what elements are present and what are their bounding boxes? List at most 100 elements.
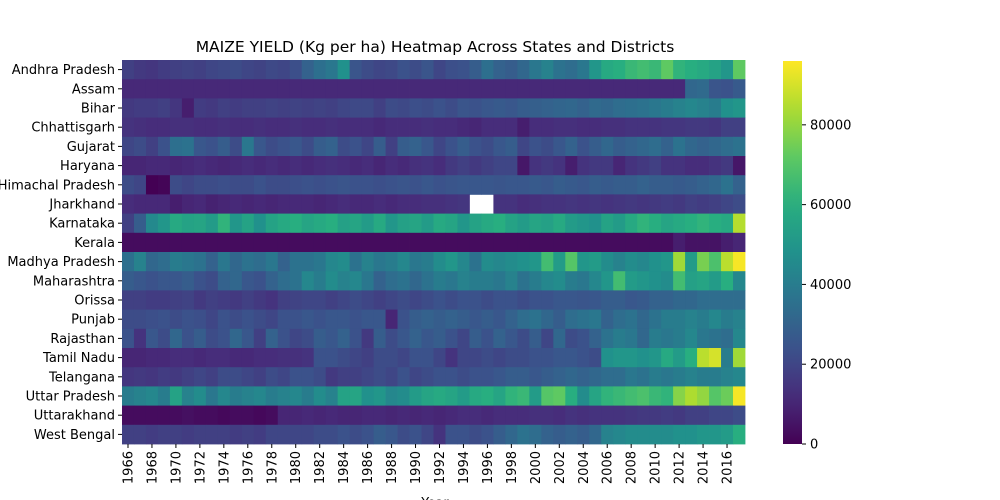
heatmap-cell [277,271,291,291]
heatmap-cell [241,328,255,349]
heatmap-cell [157,213,171,234]
heatmap-cell [409,367,422,387]
heatmap-cell [133,328,147,349]
heatmap-cell [181,252,195,272]
heatmap-cell [133,213,147,234]
heatmap-cell [289,213,303,234]
heatmap-cell [277,156,291,176]
heatmap-cell [181,117,195,138]
heatmap-cell [265,136,279,157]
heatmap-cell [265,328,279,349]
heatmap-cell [277,117,291,138]
heatmap-cell [445,117,458,138]
heatmap-cell [193,348,207,368]
y-tick-label: Punjab [71,313,115,328]
heatmap-cell [469,252,482,272]
heatmap-cell [505,156,518,176]
heatmap-cell [337,424,351,445]
heatmap-cell [181,213,195,234]
heatmap-cell [541,328,554,349]
heatmap-cell [253,194,267,214]
heatmap-cell [445,328,458,349]
heatmap-cell [433,136,446,157]
heatmap-cell [145,328,159,349]
heatmap-cell [409,348,422,368]
heatmap-cell [517,136,530,157]
heatmap-cell [325,79,339,99]
heatmap-cell [241,117,255,138]
heatmap-cell [397,156,410,176]
heatmap-cell [709,117,722,138]
heatmap-cell [577,194,590,214]
heatmap-cell [517,424,530,445]
heatmap-cell [721,136,734,157]
heatmap-cell [577,232,590,253]
heatmap-cell [205,79,219,99]
heatmap-cell [409,271,422,291]
heatmap-cell [373,386,386,406]
heatmap-cell [529,60,542,80]
heatmap-cell [649,175,662,195]
heatmap-cell [145,367,159,387]
heatmap-cell [697,405,710,426]
colorbar-tick-label: 0 [810,438,818,453]
heatmap-cell [169,156,183,176]
heatmap-cell [241,271,255,291]
heatmap-cell [133,271,147,291]
heatmap-cell [721,60,734,80]
heatmap-cell [469,232,482,253]
heatmap-cell [481,328,494,349]
heatmap-cell [493,136,506,157]
x-tick-label: 1988 [385,451,400,484]
heatmap-cell [505,98,518,118]
heatmap-cell [481,424,494,445]
heatmap-cell [457,232,470,253]
heatmap-cell [181,79,195,99]
heatmap-cell [373,405,386,426]
heatmap-cell [122,348,135,368]
heatmap-cell [217,175,231,195]
heatmap-cell [721,175,734,195]
heatmap-cell [457,290,470,310]
heatmap-cell [205,290,219,310]
heatmap-cell [421,175,434,195]
heatmap-cell [733,156,746,176]
heatmap-cell [469,424,482,445]
heatmap-cell [613,213,626,234]
x-tick-label: 1970 [169,451,184,484]
heatmap-cell [385,309,398,330]
heatmap-cell [373,232,386,253]
heatmap-cell [589,136,602,157]
heatmap-cell [217,98,231,118]
heatmap-cell [409,117,422,138]
heatmap-cell [133,424,147,445]
heatmap-cell [122,271,135,291]
y-tick-label: Himachal Pradesh [0,178,115,193]
heatmap-cell [133,60,147,80]
heatmap-cell [217,309,231,330]
heatmap-cell [265,194,279,214]
heatmap-cell [361,271,374,291]
heatmap-cell [397,309,410,330]
heatmap-cell [637,98,650,118]
heatmap-cell [301,328,315,349]
heatmap-cell [337,117,351,138]
heatmap-cell [709,194,722,214]
heatmap-cell [253,367,267,387]
heatmap-cell [529,328,542,349]
heatmap-cell [181,328,195,349]
heatmap-cell [493,194,506,214]
heatmap-cell [457,98,470,118]
heatmap-cell [313,386,327,406]
heatmap-cell [229,405,243,426]
heatmap-cell [253,252,267,272]
heatmap-cell [361,367,374,387]
heatmap-cell [553,424,566,445]
y-tick-label: Bihar [81,102,116,117]
heatmap-cell [122,232,135,253]
heatmap-cell [733,328,746,349]
heatmap-cell [565,309,578,330]
heatmap-cell [169,405,183,426]
heatmap-cell [493,367,506,387]
heatmap-cell [157,175,171,195]
